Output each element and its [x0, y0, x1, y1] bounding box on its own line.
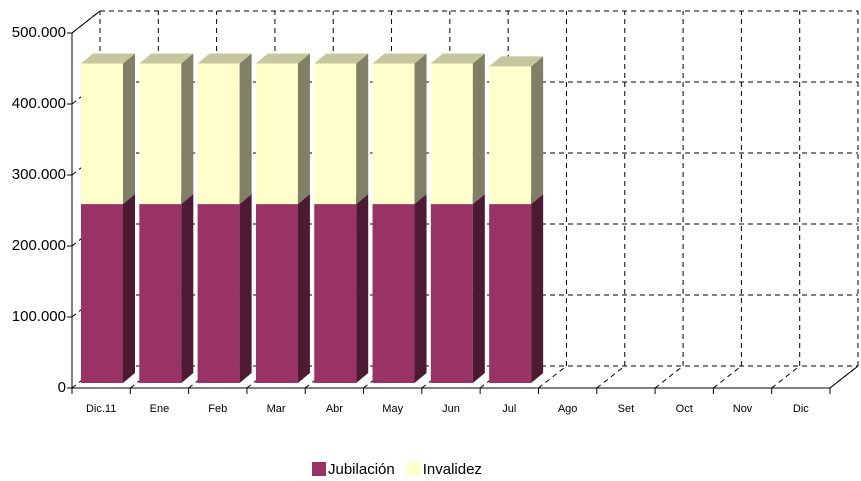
y-axis: [71, 10, 101, 34]
grid-line: [596, 365, 626, 389]
bar: [81, 63, 123, 205]
legend-label: Jubilación: [328, 461, 395, 478]
bar: [314, 204, 357, 383]
grid-line: [713, 365, 742, 389]
x-tick-label: Jun: [442, 403, 460, 415]
x-tick-label: Nov: [733, 403, 753, 415]
bar-top: [372, 53, 427, 64]
legend-swatch: [406, 462, 421, 476]
x-tick-label: Dic: [793, 403, 809, 415]
bar: [139, 204, 182, 383]
bar-top: [489, 56, 544, 67]
x-tick-label: May: [382, 403, 403, 415]
x-tick-label: Feb: [208, 403, 227, 415]
bar-top: [81, 53, 135, 64]
bar-side: [414, 194, 427, 383]
bar-top: [314, 53, 369, 64]
bar: [372, 63, 415, 205]
x-tick-label: Dic.11: [86, 403, 116, 415]
bar-side: [123, 194, 135, 383]
x-axis: [829, 365, 859, 389]
bar: [489, 204, 532, 383]
bar-side: [123, 53, 135, 205]
y-tick-label: 200.000: [12, 237, 66, 254]
y-tick-label: 300.000: [12, 166, 66, 183]
bar: [255, 204, 298, 383]
bar-side: [297, 53, 310, 205]
legend-label: Invalidez: [423, 461, 482, 478]
bar: [81, 204, 123, 383]
x-tick-label: Jul: [502, 403, 516, 415]
bar-side: [531, 194, 544, 383]
bar-side: [531, 56, 544, 205]
grid-line: [654, 365, 684, 389]
bar: [139, 63, 182, 205]
y-tick-label: 500.000: [12, 24, 66, 41]
bar: [197, 63, 240, 205]
bar: [430, 63, 473, 205]
bar: [255, 63, 298, 205]
x-tick-label: Oct: [676, 403, 693, 415]
bar-side: [297, 194, 310, 383]
x-tick-label: Set: [618, 403, 635, 415]
x-tick-label: Ago: [558, 403, 578, 415]
bar-top: [197, 53, 252, 64]
bar-top: [139, 53, 194, 64]
bar: [314, 63, 357, 205]
x-tick-label: Mar: [267, 403, 286, 415]
bar-side: [356, 53, 369, 205]
bar-side: [239, 194, 252, 383]
bar: [430, 204, 473, 383]
bar-side: [181, 194, 194, 383]
bar-side: [181, 53, 194, 205]
bar-side: [356, 194, 369, 383]
x-tick-label: Ene: [150, 403, 170, 415]
x-tick-label: Abr: [326, 403, 343, 415]
y-tick-label: 0: [58, 379, 66, 396]
bar-top: [430, 53, 485, 64]
y-tick-label: 400.000: [12, 95, 66, 112]
legend-swatch: [312, 462, 326, 476]
bar-top: [255, 53, 310, 64]
bar-side: [472, 53, 485, 205]
bar: [489, 66, 532, 205]
bar: [197, 204, 240, 383]
bar-side: [414, 53, 427, 205]
bar-side: [472, 194, 485, 383]
grid-line: [538, 365, 567, 389]
grid-line: [771, 365, 801, 389]
bar-side: [239, 53, 252, 205]
bar: [372, 204, 415, 383]
y-tick-label: 100.000: [12, 308, 66, 325]
